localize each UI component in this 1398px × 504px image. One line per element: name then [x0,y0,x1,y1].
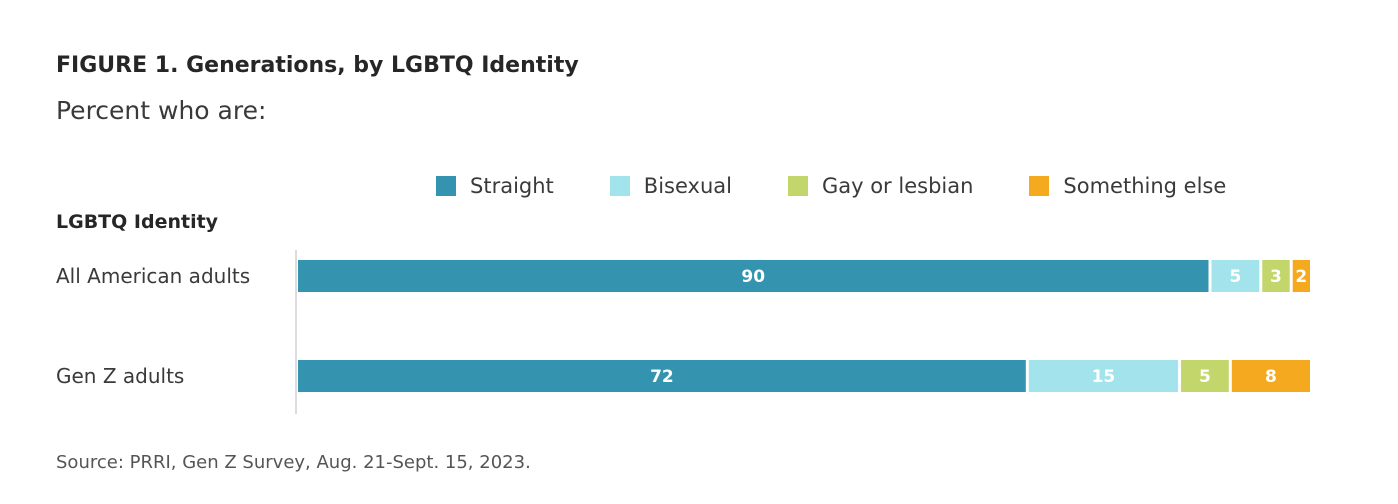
legend-swatch-straight [436,176,456,196]
legend-swatch-something-else [1029,176,1050,196]
bar-all-american-adults-bisexual [1211,260,1260,292]
legend-label-gay-or-lesbian: Gay or lesbian [821,174,974,198]
legend-label-straight: Straight [470,174,554,198]
data-label-all-american-adults-straight: 90 [741,267,765,287]
data-label-gen-z-adults-gay-or-lesbian: 5 [1199,367,1211,387]
data-label-all-american-adults-gay-or-lesbian: 3 [1270,267,1282,287]
data-label-all-american-adults-bisexual: 5 [1229,267,1241,287]
bar-gen-z-adults-gay-or-lesbian [1181,360,1229,392]
figure-title: FIGURE 1. Generations, by LGBTQ Identity [56,53,579,78]
bar-gen-z-adults-bisexual [1028,360,1179,392]
bar-all-american-adults-gay-or-lesbian [1262,260,1290,292]
group-header: LGBTQ Identity [56,211,219,233]
data-label-gen-z-adults-something-else: 8 [1265,367,1277,387]
bar-all-american-adults-straight [298,260,1209,292]
bar-gen-z-adults-straight [298,360,1026,392]
chart-legend: Straight Bisexual Gay or lesbian Somethi… [436,172,1282,200]
legend-item-straight: Straight [436,174,554,198]
legend-swatch-bisexual [609,176,630,196]
legend-item-something-else: Something else [1029,174,1226,198]
legend-item-gay-or-lesbian: Gay or lesbian [787,174,974,198]
category-label-gen-z-adults: Gen Z adults [56,364,184,388]
figure-subtitle: Percent who are: [56,96,267,125]
legend-label-bisexual: Bisexual [643,174,732,198]
bar-gen-z-adults-something-else [1231,360,1310,392]
legend-label-something-else: Something else [1063,174,1227,198]
legend-item-bisexual: Bisexual [609,174,732,198]
data-label-all-american-adults-something-else: 2 [1295,267,1307,287]
legend-swatch-gay-or-lesbian [787,176,808,196]
data-label-gen-z-adults-straight: 72 [650,367,674,387]
source-note: Source: PRRI, Gen Z Survey, Aug. 21-Sept… [56,452,531,473]
bar-all-american-adults-something-else [1292,260,1310,292]
data-label-gen-z-adults-bisexual: 15 [1092,367,1116,387]
category-label-all-american-adults: All American adults [56,264,250,288]
